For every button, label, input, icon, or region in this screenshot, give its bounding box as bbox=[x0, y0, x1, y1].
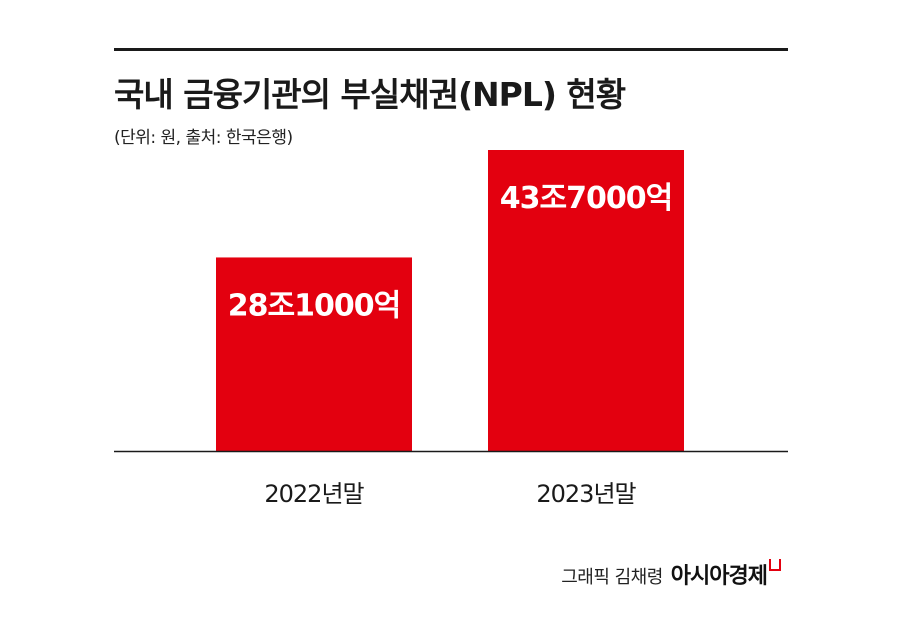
x-tick-label-2: 2023년말 bbox=[536, 480, 636, 508]
bar-2 bbox=[488, 150, 684, 451]
data-label-1: 28조1000억 bbox=[228, 288, 400, 323]
brand-mark-icon bbox=[769, 559, 781, 571]
chart-title: 국내 금융기관의 부실채권(NPL) 현황 bbox=[114, 75, 626, 114]
top-rule bbox=[114, 48, 788, 51]
credit: 그래픽 김채령 아시아경제 bbox=[561, 558, 781, 590]
brand-logo: 아시아경제 bbox=[670, 564, 768, 589]
x-tick-label-1: 2022년말 bbox=[264, 480, 364, 508]
graphic-credit: 그래픽 김채령 bbox=[561, 567, 663, 588]
bar-1 bbox=[216, 257, 412, 451]
chart-subtitle: (단위: 원, 출처: 한국은행) bbox=[114, 128, 293, 148]
data-label-2: 43조7000억 bbox=[500, 181, 672, 216]
